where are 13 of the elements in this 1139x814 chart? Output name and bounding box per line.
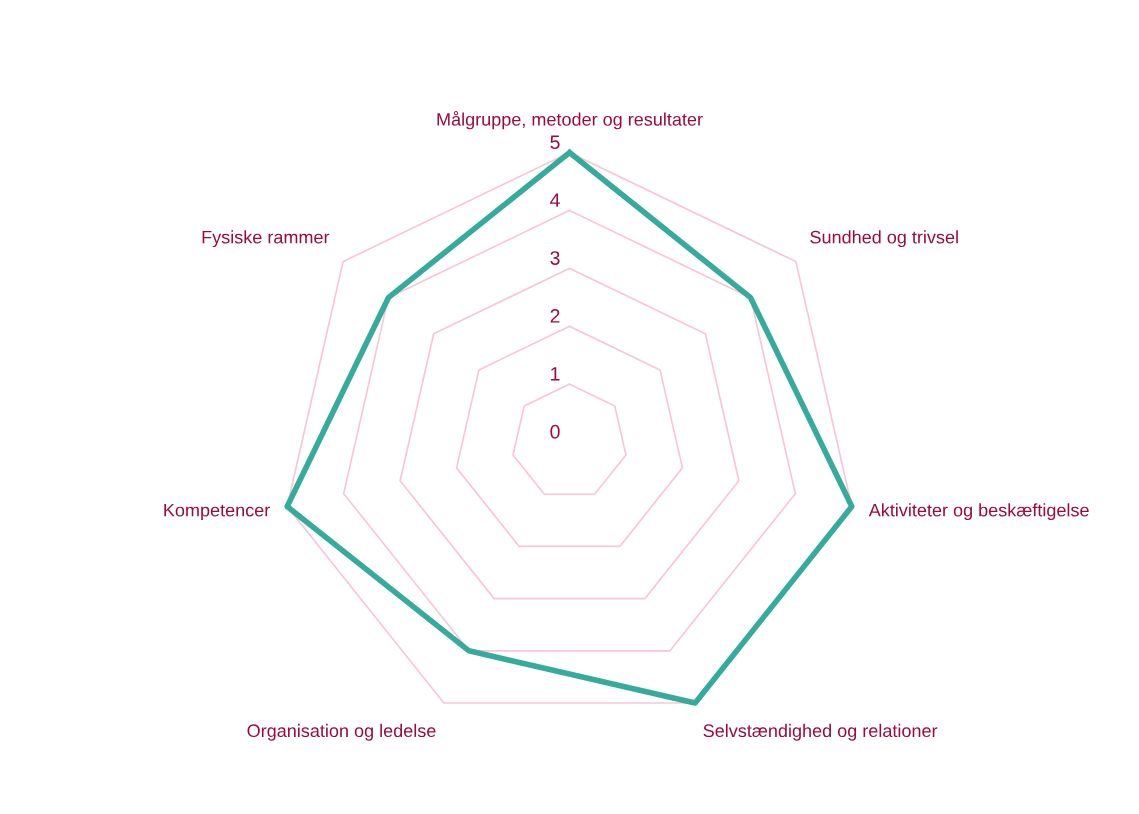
y-tick-label: 2 (550, 309, 560, 323)
y-tick-label: 0 (550, 424, 560, 439)
y-tick-label: 3 (550, 251, 560, 265)
spoke-label: Sundhed og trivsel (810, 230, 958, 248)
spoke-label: Fysiske rammer (202, 230, 330, 248)
y-tick-label: 5 (550, 135, 560, 150)
y-tick-label: 4 (550, 193, 560, 207)
spoke-label: Organisation og ledelse (247, 723, 436, 741)
spoke-label: Målgruppe, metoder og resultater (437, 111, 703, 130)
spoke-label: Aktiviteter og beskæftigelse (868, 503, 1089, 521)
y-tick-label: 1 (551, 367, 560, 381)
spoke-label: Kompetencer (164, 503, 270, 521)
spoke-label: Selvstændighed og relationer (703, 723, 938, 741)
